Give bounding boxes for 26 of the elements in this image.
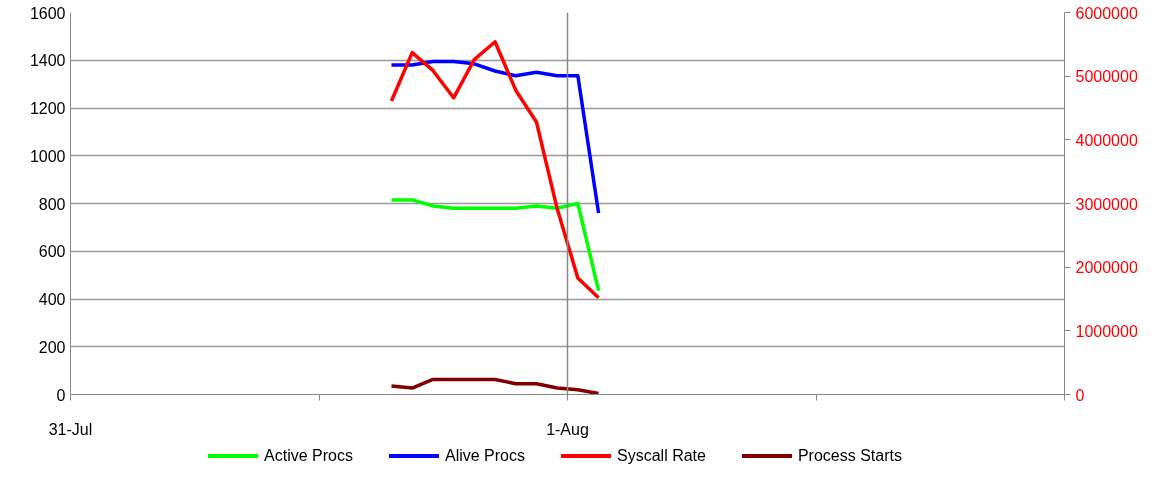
line-series: [389, 59, 601, 215]
y2-tick-label: 5000000: [1075, 68, 1138, 86]
x-tick-label: 31-Jul: [48, 420, 93, 438]
y-tick-label: 600: [38, 243, 66, 261]
y2-tick-label: 4000000: [1075, 131, 1138, 149]
y-tick-label: 800: [38, 195, 66, 213]
y-tick-label: 1400: [29, 52, 66, 70]
line-series: [389, 377, 601, 395]
y-tick-label: 1600: [29, 4, 66, 22]
line-series: [389, 40, 601, 300]
x-tick-label: 1-Aug: [546, 420, 589, 438]
legend-label: Syscall Rate: [617, 446, 706, 466]
y-tick-label: 0: [56, 386, 66, 404]
y2-tick-label: 1000000: [1075, 322, 1138, 340]
y-tick-label: 1200: [29, 100, 66, 117]
legend-label: Process Starts: [797, 446, 902, 466]
y2-tick-label: 3000000: [1075, 195, 1138, 213]
y-tick-label: 200: [38, 338, 66, 356]
legend-label: Active Procs: [264, 446, 353, 466]
y2-tick-label: 2000000: [1075, 259, 1138, 277]
y-tick-label: 400: [38, 291, 66, 308]
line-series: [389, 198, 601, 293]
y2-tick-label: 6000000: [1075, 4, 1138, 22]
y2-tick-label: 0: [1075, 386, 1085, 404]
legend-label: Alive Procs: [444, 446, 525, 466]
y-tick-label: 1000: [29, 147, 66, 165]
